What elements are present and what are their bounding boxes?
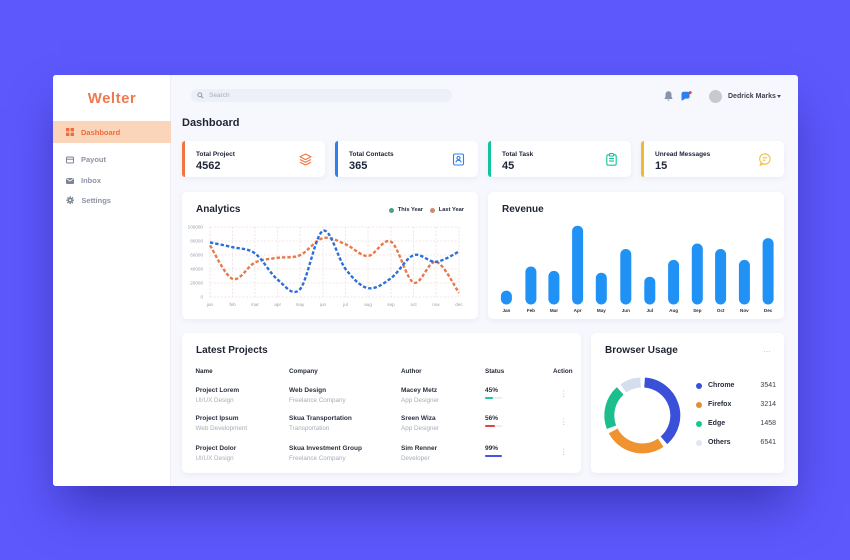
svg-text:Jul: Jul	[646, 308, 653, 313]
svg-text:Jan: Jan	[502, 308, 510, 313]
svg-text:jun: jun	[319, 302, 327, 307]
svg-text:Mar: Mar	[550, 308, 558, 313]
svg-text:Sep: Sep	[693, 308, 702, 313]
svg-text:sep: sep	[387, 302, 395, 307]
svg-text:Nov: Nov	[740, 308, 749, 313]
svg-text:Jun: Jun	[622, 308, 630, 313]
svg-text:may: may	[296, 302, 305, 307]
svg-text:mar: mar	[251, 302, 259, 307]
svg-text:0: 0	[200, 295, 203, 300]
svg-text:20000: 20000	[190, 281, 203, 286]
svg-text:Dec: Dec	[764, 308, 773, 313]
svg-text:oct: oct	[411, 302, 418, 307]
svg-text:May: May	[597, 308, 606, 313]
svg-text:80000: 80000	[190, 239, 203, 244]
svg-text:Apr: Apr	[574, 308, 582, 313]
svg-text:nov: nov	[432, 302, 440, 307]
svg-text:Feb: Feb	[527, 308, 535, 313]
svg-text:apr: apr	[274, 302, 281, 307]
svg-text:jan: jan	[206, 302, 214, 307]
svg-text:Oct: Oct	[717, 308, 725, 313]
svg-text:100000: 100000	[188, 225, 204, 230]
svg-text:60000: 60000	[190, 253, 203, 258]
svg-text:Aug: Aug	[669, 308, 678, 313]
svg-text:jul: jul	[342, 302, 348, 307]
svg-text:40000: 40000	[190, 267, 203, 272]
svg-text:aug: aug	[364, 302, 372, 307]
svg-text:feb: feb	[229, 302, 236, 307]
svg-text:dec: dec	[455, 302, 463, 307]
